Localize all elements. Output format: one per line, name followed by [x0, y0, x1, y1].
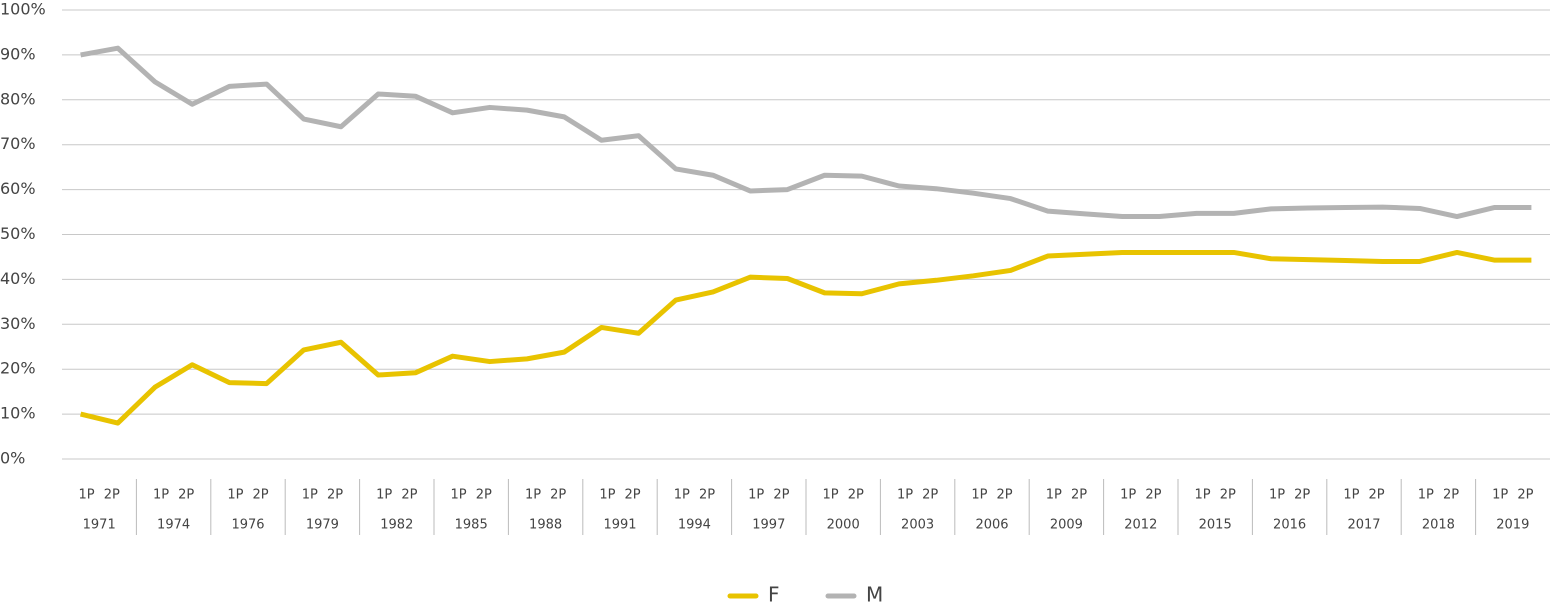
x-tick-label: 1P [451, 488, 467, 503]
group-label: 1991 [603, 518, 636, 533]
x-tick-label: 1P [525, 488, 541, 503]
group-label: 1979 [306, 518, 339, 533]
x-tick-label: 1P [302, 488, 318, 503]
group-label: 2003 [901, 518, 934, 533]
group-label: 1988 [529, 518, 562, 533]
x-tick-label: 1P [1195, 488, 1211, 503]
x-tick-label: 1P [599, 488, 615, 503]
x-tick-label: 2P [773, 488, 789, 503]
group-label: 2006 [975, 518, 1008, 533]
group-label: 2009 [1050, 518, 1083, 533]
series-line [80, 249, 1532, 426]
y-tick-label: 70% [0, 134, 36, 153]
x-tick-label: 2P [104, 488, 120, 503]
y-tick-label: 10% [0, 404, 36, 423]
legend-label: M [866, 583, 883, 607]
group-label: 1971 [83, 518, 116, 533]
x-tick-label: 1P [1492, 488, 1508, 503]
x-tick-label: 2P [922, 488, 938, 503]
group-label: 2015 [1199, 518, 1232, 533]
x-tick-label: 1P [227, 488, 243, 503]
x-tick-label: 2P [1443, 488, 1459, 503]
y-tick-label: 20% [0, 359, 36, 378]
x-tick-label: 2P [253, 488, 269, 503]
x-tick-label: 2P [327, 488, 343, 503]
x-tick-label: 1P [1269, 488, 1285, 503]
y-tick-label: 100% [0, 0, 46, 19]
group-label: 2012 [1124, 518, 1157, 533]
x-tick-label: 2P [625, 488, 641, 503]
series-line [80, 45, 1532, 220]
x-tick-label: 2P [476, 488, 492, 503]
group-label: 2000 [827, 518, 860, 533]
x-tick-label: 2P [699, 488, 715, 503]
group-label: 1985 [455, 518, 488, 533]
x-tick-label: 1P [79, 488, 95, 503]
group-label: 1994 [678, 518, 711, 533]
x-tick-label: 1P [823, 488, 839, 503]
y-tick-label: 40% [0, 269, 36, 288]
x-tick-label: 2P [1294, 488, 1310, 503]
x-tick-label: 1P [971, 488, 987, 503]
x-tick-label: 1P [153, 488, 169, 503]
group-label: 2016 [1273, 518, 1306, 533]
group-label: 2019 [1496, 518, 1529, 533]
y-tick-label: 30% [0, 314, 36, 333]
x-tick-label: 1P [1046, 488, 1062, 503]
x-tick-label: 1P [1343, 488, 1359, 503]
group-label: 1982 [380, 518, 413, 533]
y-tick-label: 50% [0, 224, 36, 243]
x-tick-label: 1P [897, 488, 913, 503]
x-tick-label: 2P [550, 488, 566, 503]
group-label: 1976 [231, 518, 264, 533]
y-tick-label: 60% [0, 179, 36, 198]
x-tick-label: 2P [1145, 488, 1161, 503]
x-tick-label: 2P [178, 488, 194, 503]
y-tick-label: 90% [0, 44, 36, 63]
x-tick-label: 2P [848, 488, 864, 503]
group-label: 1974 [157, 518, 190, 533]
x-tick-label: 1P [748, 488, 764, 503]
x-tick-label: 2P [401, 488, 417, 503]
y-tick-label: 80% [0, 89, 36, 108]
x-tick-label: 1P [1120, 488, 1136, 503]
group-label: 2017 [1347, 518, 1380, 533]
x-tick-label: 1P [674, 488, 690, 503]
group-label: 2018 [1422, 518, 1455, 533]
x-tick-label: 1P [376, 488, 392, 503]
x-tick-label: 2P [1220, 488, 1236, 503]
x-tick-label: 2P [1517, 488, 1533, 503]
legend-label: F [768, 583, 780, 607]
x-tick-label: 2P [1071, 488, 1087, 503]
x-tick-label: 2P [1369, 488, 1385, 503]
x-tick-label: 2P [997, 488, 1013, 503]
group-label: 1997 [752, 518, 785, 533]
x-tick-label: 1P [1418, 488, 1434, 503]
y-tick-label: 0% [0, 449, 25, 468]
